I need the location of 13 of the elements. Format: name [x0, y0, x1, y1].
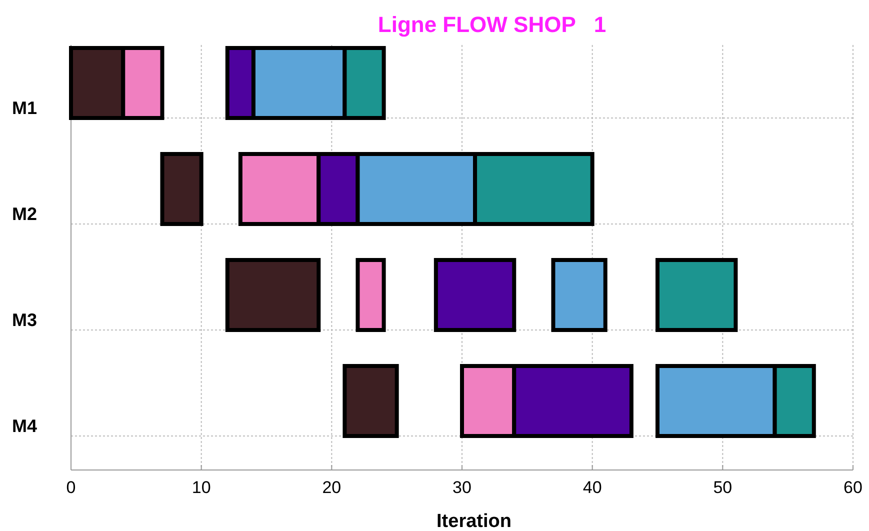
- x-tick-label: 0: [66, 478, 76, 497]
- x-tick-label: 30: [452, 478, 472, 497]
- x-tick-label: 20: [322, 478, 342, 497]
- x-tick-label: 10: [192, 478, 211, 497]
- y-tick-label: M3: [12, 310, 38, 330]
- x-axis-title: Iteration: [436, 511, 512, 531]
- y-tick-label: M4: [12, 416, 38, 436]
- x-tick-label: 50: [713, 478, 732, 497]
- y-tick-label: M2: [12, 204, 38, 224]
- chart-title: Ligne FLOW SHOP 1: [378, 12, 606, 37]
- x-tick-label: 60: [844, 478, 862, 497]
- y-tick-label: M1: [12, 98, 38, 118]
- x-tick-label: 40: [582, 478, 602, 497]
